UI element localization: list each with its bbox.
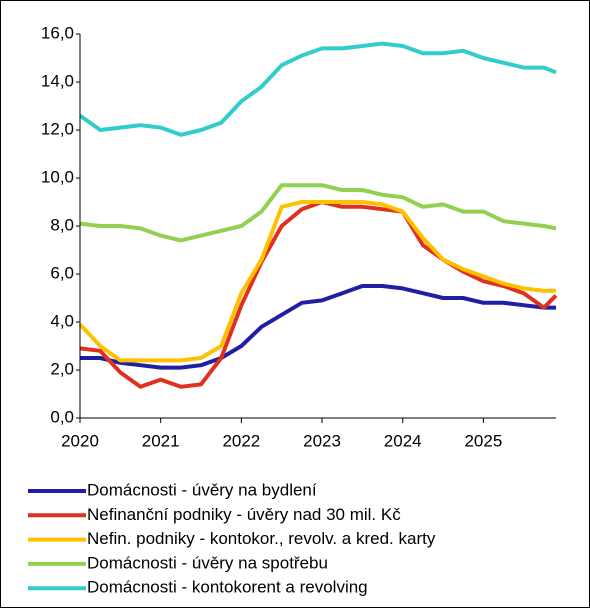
- y-tick-label: 16,0: [41, 23, 74, 42]
- legend-label: Domácnosti - kontokorent a revolving: [87, 578, 368, 597]
- series-line: [78, 41, 557, 137]
- y-tick-label: 14,0: [41, 71, 74, 90]
- x-tick-label: 2023: [303, 431, 341, 450]
- series-line: [78, 200, 556, 363]
- x-tick-label: 2024: [384, 431, 422, 450]
- y-tick-label: 0,0: [50, 407, 74, 426]
- series-line: [79, 183, 557, 243]
- legend-label: Domácnosti - úvěry na spotřebu: [87, 553, 328, 572]
- legend-label: Nefin. podniky - kontokor., revolv. a kr…: [87, 529, 436, 548]
- x-tick-label: 2021: [142, 431, 180, 450]
- legend-label: Domácnosti - úvěry na bydlení: [87, 480, 317, 499]
- y-tick-label: 4,0: [50, 311, 74, 330]
- x-tick-label: 2020: [61, 431, 99, 450]
- x-tick-label: 2025: [464, 431, 502, 450]
- y-tick-label: 6,0: [50, 263, 74, 282]
- y-tick-label: 12,0: [41, 119, 74, 138]
- y-tick-label: 10,0: [41, 167, 74, 186]
- y-tick-label: 2,0: [50, 359, 74, 378]
- x-tick-label: 2022: [222, 431, 260, 450]
- y-tick-label: 8,0: [50, 215, 74, 234]
- legend-label: Nefinanční podniky - úvěry nad 30 mil. K…: [87, 505, 401, 524]
- series-line: [80, 284, 556, 370]
